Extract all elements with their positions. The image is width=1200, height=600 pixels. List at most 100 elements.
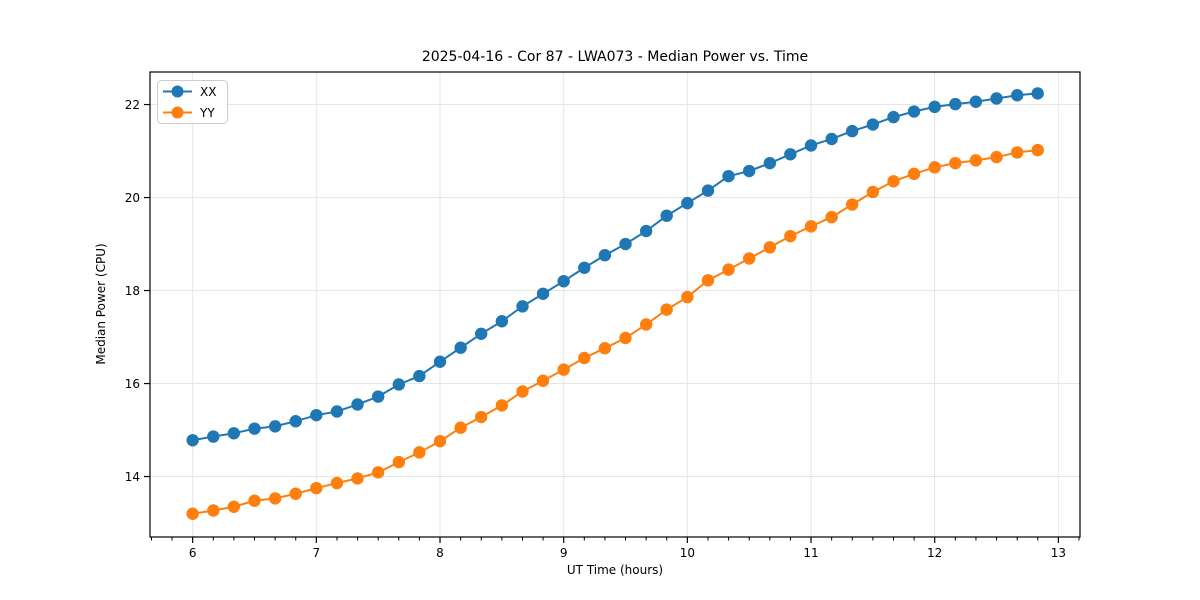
y-tick-label: 14	[125, 470, 140, 484]
legend-label-YY: YY	[199, 106, 215, 120]
legend-box	[157, 80, 228, 124]
x-tick-label: 9	[560, 546, 568, 560]
series-line-XX	[192, 92, 1038, 442]
y-tick-label: 20	[125, 191, 140, 205]
data-point	[887, 175, 900, 188]
data-point	[990, 150, 1003, 164]
data-point	[969, 95, 983, 108]
data-point	[701, 274, 715, 287]
y-tick-label: 22	[125, 98, 140, 112]
y-tick-label: 18	[125, 284, 140, 298]
data-point	[742, 164, 756, 178]
series-line-YY	[192, 149, 1038, 515]
data-point	[392, 455, 406, 469]
data-point	[887, 110, 900, 124]
data-point	[660, 209, 673, 222]
data-point	[804, 139, 818, 152]
data-point	[454, 341, 467, 354]
data-point	[310, 408, 323, 422]
series-markers-YY	[186, 143, 1044, 520]
data-point	[825, 210, 838, 224]
x-tick-label: 10	[680, 546, 695, 560]
data-point	[763, 241, 777, 254]
axis-ticks	[144, 103, 1080, 543]
data-point	[186, 507, 199, 520]
x-tick-label: 7	[313, 546, 321, 560]
grid	[150, 72, 1080, 537]
data-point	[907, 167, 921, 181]
data-point	[949, 156, 962, 170]
data-point	[330, 476, 344, 490]
x-tick-label: 6	[189, 546, 197, 560]
data-point	[454, 421, 467, 434]
data-point	[681, 290, 694, 304]
data-point	[392, 378, 406, 391]
x-tick-label: 13	[1051, 546, 1066, 560]
series-markers-XX	[186, 87, 1044, 447]
data-point	[536, 374, 550, 387]
data-point	[289, 415, 302, 428]
data-point	[371, 390, 385, 403]
data-point	[227, 500, 241, 513]
data-point	[928, 161, 941, 174]
data-point	[763, 156, 777, 170]
x-tick-label: 12	[927, 546, 942, 560]
data-point	[598, 342, 612, 355]
x-axis-label: UT Time (hours)	[566, 563, 664, 577]
data-point	[578, 261, 591, 274]
data-point	[949, 97, 962, 111]
data-point	[557, 275, 570, 288]
data-point	[248, 494, 261, 507]
data-point	[186, 434, 199, 447]
y-tick-label: 16	[125, 377, 140, 391]
data-point	[310, 481, 323, 495]
data-point	[207, 504, 220, 517]
data-point	[825, 132, 838, 146]
legend-sample-marker	[171, 85, 184, 98]
data-point	[742, 252, 756, 265]
data-point	[413, 369, 426, 383]
data-point	[433, 435, 447, 448]
data-point	[846, 198, 859, 211]
data-point	[248, 422, 261, 435]
data-point	[804, 220, 818, 233]
data-point	[722, 263, 735, 276]
plot-border	[149, 71, 1081, 538]
data-point	[866, 185, 880, 199]
data-point	[928, 100, 941, 114]
data-point	[351, 472, 364, 485]
data-point	[330, 405, 344, 418]
data-point	[1010, 146, 1024, 159]
legend: XX YY	[157, 80, 228, 124]
data-point	[516, 385, 529, 398]
data-point	[598, 249, 612, 262]
data-point	[660, 303, 673, 316]
data-point	[207, 430, 220, 443]
data-point	[784, 148, 797, 161]
data-point	[474, 410, 488, 424]
data-point	[701, 184, 715, 197]
data-point	[619, 331, 632, 345]
data-point	[578, 351, 591, 365]
data-point	[495, 399, 509, 412]
data-point	[990, 92, 1003, 105]
data-point	[639, 224, 653, 238]
data-point	[866, 118, 880, 131]
data-point	[227, 427, 241, 440]
data-point	[1031, 87, 1044, 100]
data-point	[639, 318, 653, 331]
data-point	[536, 287, 550, 300]
data-point	[784, 229, 797, 243]
data-point	[557, 363, 570, 376]
data-point	[619, 237, 632, 251]
data-point	[268, 420, 282, 433]
x-tick-label: 8	[436, 546, 444, 560]
data-point	[1010, 89, 1024, 102]
data-point	[413, 446, 426, 459]
legend-label-XX: XX	[200, 85, 216, 99]
data-point	[351, 398, 364, 411]
data-point	[495, 315, 509, 328]
data-point	[433, 355, 447, 368]
chart-title: 2025-04-16 - Cor 87 - LWA073 - Median Po…	[421, 49, 809, 65]
